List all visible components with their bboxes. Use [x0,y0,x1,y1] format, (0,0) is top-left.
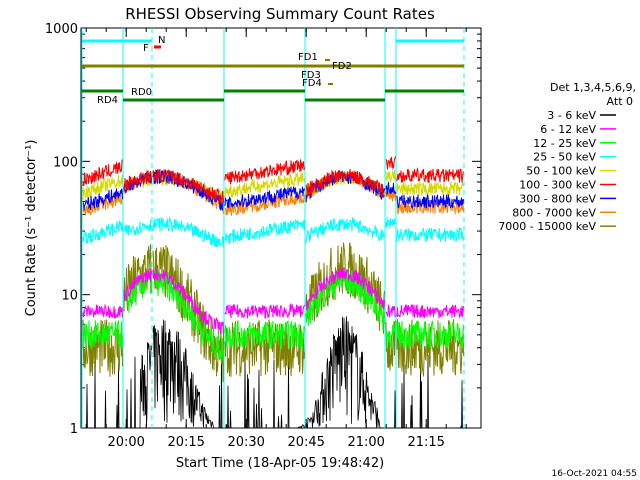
series-12-25keV [82,268,464,362]
flag-label-rd4: RD4 [97,95,118,106]
x-axis-label: Start Time (18-Apr-05 19:48:42) [176,456,384,471]
timestamp: 16-Oct-2021 04:55 [552,469,637,479]
y-tick-label: 100 [53,155,78,170]
flag-label-fd1: FD1 [298,52,318,63]
x-tick-label: 21:00 [347,435,384,450]
series-25-50keV [82,216,464,248]
legend-entry-label: 300 - 800 keV [519,192,596,205]
y-tick-label: 10 [61,289,78,304]
flag-label-n: N [158,35,165,46]
legend-entry-label: 3 - 6 keV [547,109,596,122]
x-tick-label: 20:30 [227,435,264,450]
x-tick-label: 20:45 [287,435,324,450]
legend-entry-label: 50 - 100 keV [526,165,596,178]
legend-entry-label: 6 - 12 keV [540,123,596,136]
legend-header-line2: Att 0 [607,95,633,108]
series-6-12keV [82,267,464,336]
flag-label-rd0: RD0 [131,87,152,98]
x-tick-label: 20:00 [107,435,144,450]
x-tick-label: 20:15 [167,435,204,450]
legend-entry-label: 12 - 25 keV [533,137,596,150]
flag-label-fd2: FD2 [332,61,352,72]
legend-entry-label: 800 - 7000 keV [512,206,596,219]
flag-label-fd4: FD4 [302,78,322,89]
y-tick-label: 1000 [45,22,78,37]
series-100-300keV [82,156,464,205]
flag-label-fd3: FD3 [301,70,321,81]
legend-header-line1: Det 1,3,4,5,6,9, [550,81,636,94]
x-tick-label: 21:15 [407,435,444,450]
legend-entry-label: 100 - 300 keV [519,179,596,192]
y-axis-label: Count Rate (s⁻¹ detector⁻¹) [24,140,39,317]
series-3-6keV [83,316,464,430]
flag-label-f: F [143,43,149,54]
legend-entry-label: 7000 - 15000 keV [498,220,596,233]
y-tick-label: 1 [70,422,78,437]
chart-title: RHESSI Observing Summary Count Rates [125,5,435,23]
legend-entry-label: 25 - 50 keV [533,151,596,164]
